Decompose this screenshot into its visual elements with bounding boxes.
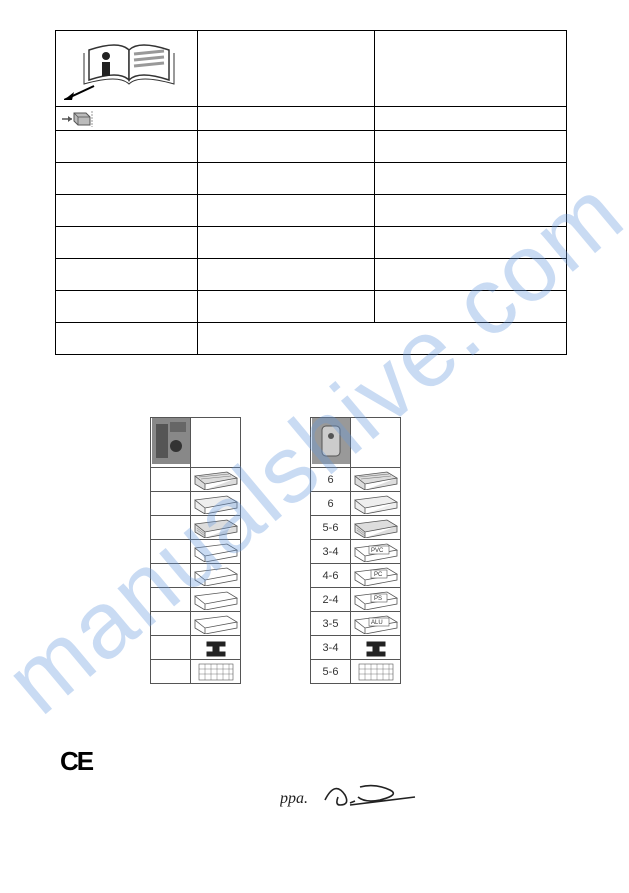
cell-r3: 5-6	[311, 516, 351, 540]
material-ibeam-icon	[353, 638, 399, 658]
cell-r4: 3-4	[311, 540, 351, 564]
cell-r6: 2-4	[311, 588, 351, 612]
cell-l9	[151, 660, 191, 684]
manual-book-icon	[64, 38, 184, 100]
ce-mark: CE	[60, 746, 92, 777]
material-metal-icon	[193, 614, 239, 634]
fence-guide-icon	[60, 109, 100, 129]
cell-r8: 3-4	[311, 636, 351, 660]
signature: ppa.	[280, 775, 420, 815]
material-grid-icon	[353, 662, 399, 682]
svg-text:ALU: ALU	[371, 620, 383, 626]
svg-text:ppa.: ppa.	[280, 790, 308, 807]
material-ps-icon: PS	[353, 590, 399, 610]
svg-text:PS: PS	[374, 596, 382, 602]
material-ibeam-icon	[193, 638, 239, 658]
material-board-icon	[353, 494, 399, 514]
cell-r7: 3-5	[311, 612, 351, 636]
svg-text:PVC: PVC	[371, 548, 384, 554]
material-pvc-icon: PVC	[353, 542, 399, 562]
material-pc-icon: PC	[353, 566, 399, 586]
material-grid-icon	[193, 662, 239, 682]
material-alu-icon: ALU	[353, 614, 399, 634]
material-plywood-icon	[353, 518, 399, 538]
svg-text:PC: PC	[374, 572, 383, 578]
cell-r9: 5-6	[311, 660, 351, 684]
cell-r5: 4-6	[311, 564, 351, 588]
tool-photo-icon	[152, 418, 190, 464]
